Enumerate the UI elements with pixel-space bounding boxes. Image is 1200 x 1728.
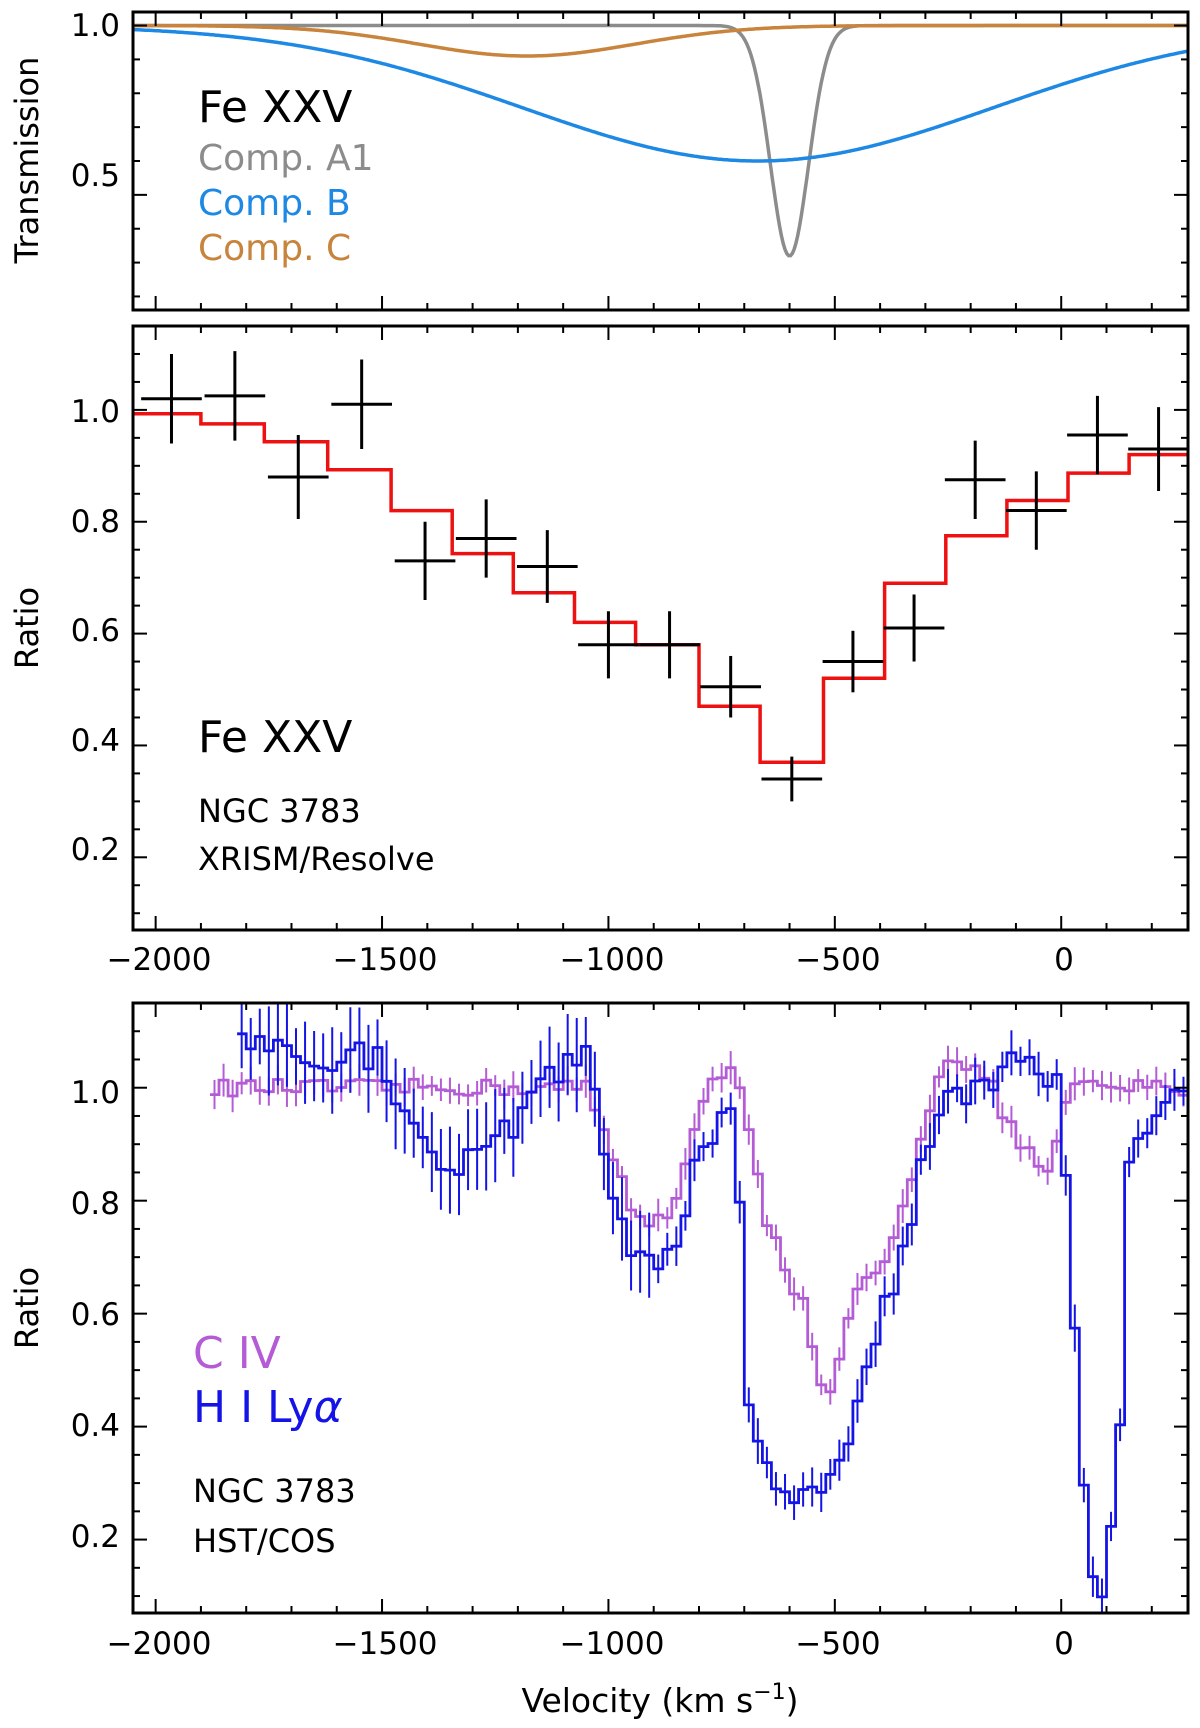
xrism-xtick-label-1: −1500 — [333, 942, 438, 978]
legend-hi-lya-alpha: α — [314, 1382, 343, 1433]
hst-ytick-label-0: 0.2 — [71, 1519, 120, 1555]
hst-xtick-label-3: −500 — [795, 1626, 880, 1662]
xrism-ylabel: Ratio — [8, 587, 46, 669]
panel-hst-ratio: 0.2 0.4 0.6 0.8 1.0 −2000 −1500 −1000 −5… — [8, 1001, 1190, 1720]
hst-ytick-label-4: 1.0 — [71, 1075, 120, 1111]
xrism-label-instrument: XRISM/Resolve — [198, 840, 435, 878]
hst-xlabel: Velocity (km s−1) — [521, 1680, 798, 1720]
xrism-ytick-label-4: 1.0 — [71, 394, 120, 430]
transmission-ylabel: Transmission — [8, 57, 46, 265]
hst-plot-area — [210, 1003, 1188, 1613]
legend-comp-b: Comp. B — [198, 183, 351, 224]
hst-xtick-label-2: −1000 — [560, 1626, 665, 1662]
hst-ytick-label-1: 0.4 — [71, 1408, 120, 1444]
series-civ-line — [210, 1059, 1188, 1394]
xrism-ytick-label-0: 0.2 — [71, 832, 120, 868]
hst-xlabel-exp: −1 — [753, 1680, 785, 1705]
panel-xrism-ratio: 0.2 0.4 0.6 0.8 1.0 −2000 −1500 −1000 −5… — [8, 324, 1190, 978]
xrism-ytick-label-3: 0.8 — [71, 504, 120, 540]
hst-xtick-label-4: 0 — [1054, 1626, 1074, 1662]
xrism-xtick-label-2: −1000 — [560, 942, 665, 978]
series-comp-b-line — [133, 27, 1188, 163]
hst-ytick-label-3: 0.8 — [71, 1186, 120, 1222]
xrism-plot-area — [133, 351, 1188, 802]
transmission-plot-area — [133, 23, 1188, 258]
xrism-axes-frame — [131, 324, 1190, 932]
xrism-ytick-label-1: 0.4 — [71, 723, 120, 759]
legend-comp-a1: Comp. A1 — [198, 138, 374, 179]
hst-xlabel-main: Velocity (km s — [521, 1681, 753, 1720]
hst-ytick-label-2: 0.6 — [71, 1297, 120, 1333]
series-hlya-line — [237, 1032, 1188, 1599]
transmission-ytick-label-1: 1.0 — [71, 8, 120, 44]
legend-civ: C IV — [193, 1328, 281, 1379]
hst-label-instrument: HST/COS — [193, 1522, 336, 1560]
hst-ticks — [133, 1002, 1188, 1613]
hst-label-object: NGC 3783 — [193, 1472, 356, 1510]
xrism-xtick-label-3: −500 — [795, 942, 880, 978]
xrism-xtick-label-4: 0 — [1054, 942, 1074, 978]
panel-transmission: 0.5 1.0 Transmission Fe XXV Comp. A1 Com… — [8, 8, 1190, 312]
series-civ-errorbars — [213, 1045, 1185, 1405]
transmission-ytick-label-0: 0.5 — [71, 158, 120, 194]
series-comp-c-line — [133, 23, 1188, 58]
legend-hi-lya-text: H I Ly — [193, 1382, 314, 1433]
hst-axes-frame — [131, 1001, 1190, 1615]
xrism-label-fexxv: Fe XXV — [198, 712, 352, 763]
xrism-label-object: NGC 3783 — [198, 792, 361, 830]
transmission-ticks — [133, 12, 1188, 310]
hst-xtick-label-1: −1500 — [333, 1626, 438, 1662]
xrism-xtick-label-0: −2000 — [107, 942, 212, 978]
model-step-line — [133, 412, 1188, 764]
hst-xtick-label-0: −2000 — [107, 1626, 212, 1662]
transmission-label-fexxv: Fe XXV — [198, 82, 352, 133]
xrism-ytick-label-2: 0.6 — [71, 613, 120, 649]
legend-hi-lya: H I Lyα — [193, 1382, 343, 1433]
hst-xlabel-close: ) — [786, 1681, 799, 1720]
hst-ylabel: Ratio — [8, 1267, 46, 1349]
xrism-ticks — [133, 325, 1188, 930]
legend-comp-c: Comp. C — [198, 228, 351, 269]
